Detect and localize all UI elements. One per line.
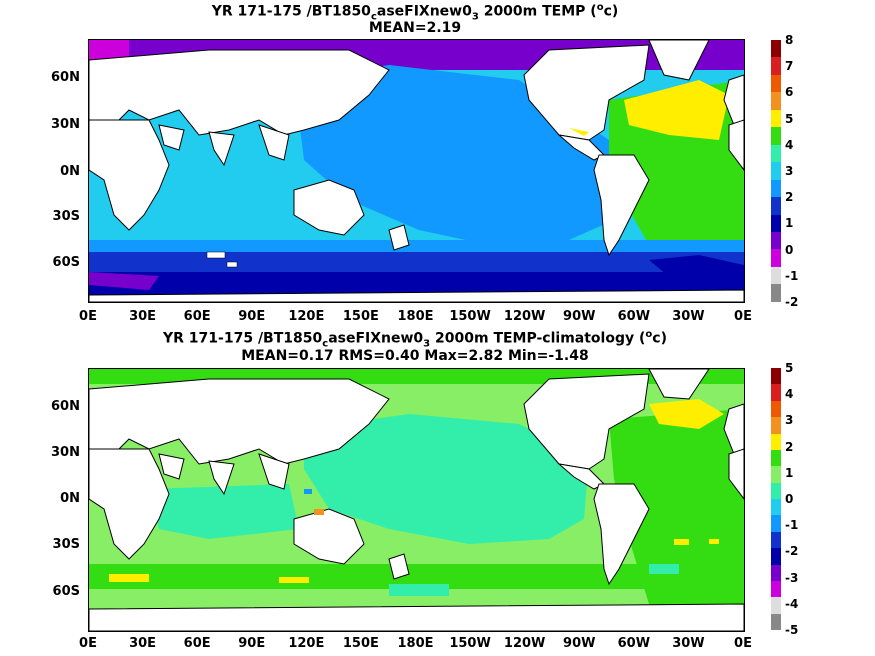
panel1-colorbar-segment [771, 231, 781, 250]
panel2-colorbar-segment [771, 417, 781, 434]
panel2-lon-label: 180E [397, 636, 434, 651]
panel1-lon-label: 60W [617, 309, 651, 324]
panel2-colorbar-segment [771, 466, 781, 483]
panel1-colorbar-label: -1 [785, 268, 799, 283]
panel2-colorbar-label: -2 [785, 544, 799, 559]
panel2-lon-label: 90E [238, 636, 266, 651]
panel2-colorbar-segment [771, 368, 781, 385]
panel2-title-line1: YR 171-175 /BT1850caseFIXnew03 2000m TEM… [163, 329, 667, 350]
panel2-lat-label-60n: 60N [51, 399, 80, 414]
panel2-colorbar-segment [771, 400, 781, 418]
panel2-colorbar-segment [771, 384, 781, 401]
panel1-colorbar-label: 4 [785, 137, 794, 152]
panel1-lat-label-60n: 60N [51, 70, 80, 85]
panel2-colorbar-segment [771, 548, 781, 565]
panel1-colorbar-segment [771, 284, 781, 302]
panel2-lon-label: 30E [129, 636, 157, 651]
panel1-lon-label: 120E [288, 309, 325, 324]
panel2-lon-label: 60W [617, 636, 651, 651]
panel2-colorbar-label: 3 [785, 413, 794, 428]
panel1-lon-label: 30W [672, 309, 705, 324]
panel1-lon-label: 120W [503, 309, 546, 324]
panel2-lon-label: 120W [503, 636, 546, 651]
panel2-colorbar-label: 0 [785, 492, 794, 506]
panel2-lon-label: 30W [672, 636, 705, 651]
panel1-colorbar-label: 1 [785, 216, 794, 231]
panel1-lat-label-30s: 30S [52, 209, 80, 224]
panel1-colorbar-segment [771, 109, 781, 128]
panel2-colorbar-segment [771, 597, 781, 614]
panel1-lon-label: 0E [79, 309, 97, 324]
panel2-lon-label: 150W [449, 636, 491, 651]
panel1-lon-label: 90W [563, 309, 596, 324]
panel1-colorbar-segment [771, 92, 781, 110]
panel1-title-line1: YR 171-175 /BT1850caseFIXnew03 2000m TEM… [211, 2, 619, 23]
panel1-lat-label-30n: 30N [51, 117, 80, 132]
panel1-colorbar-label: 8 [785, 33, 794, 47]
panel2-title-line2: MEAN=0.17 RMS=0.40 Max=2.82 Min=-1.48 [241, 348, 589, 364]
panel1-colorbar-segment [771, 40, 781, 58]
panel1-colorbar-label: 3 [785, 164, 794, 178]
panel2-lon-label: 0E [79, 636, 97, 651]
panel2-colorbar-segment [771, 482, 781, 499]
panel1-colorbar-segment [771, 162, 781, 180]
panel1-colorbar-label: 6 [785, 85, 794, 100]
panel1-colorbar-segment [771, 214, 781, 232]
panel1-colorbar-segment [771, 249, 781, 267]
panel2-colorbar-segment [771, 449, 781, 467]
panel2-lon-label: 90W [563, 636, 596, 651]
panel2-colorbar-label: 1 [785, 465, 794, 480]
panel1-colorbar-label: 7 [785, 59, 794, 74]
panel2-lat-label-30s: 30S [52, 537, 80, 552]
panel2-lat-label-0n: 0N [60, 491, 80, 506]
panel1-colorbar-label: -2 [785, 295, 799, 309]
panel1-colorbar [771, 40, 781, 302]
panel1-colorbar-segment [771, 197, 781, 215]
panel1-map [88, 39, 745, 303]
panel2-lat-label-30n: 30N [51, 445, 80, 460]
panel2-colorbar-segment [771, 564, 781, 581]
panel2-colorbar-segment [771, 499, 781, 516]
panel1-colorbar-segment [771, 144, 781, 163]
panel2-colorbar-label: -3 [785, 570, 799, 585]
panel1-colorbar-label: 0 [785, 242, 794, 257]
panel2-map [88, 368, 745, 632]
panel1-lon-label: 150E [342, 309, 379, 324]
panel2-colorbar-label: 4 [785, 387, 794, 402]
panel2-colorbar-segment [771, 531, 781, 549]
panel2-lon-label: 0E [734, 636, 752, 651]
panel2-lat-label-60s: 60S [52, 584, 80, 599]
panel2-colorbar-segment [771, 580, 781, 598]
panel2-colorbar-label: -4 [785, 596, 799, 611]
panel2-colorbar-label: -1 [785, 518, 799, 533]
panel1-lon-label: 150W [449, 309, 491, 324]
panel1-lon-label: 0E [734, 309, 752, 324]
panel1-colorbar-segment [771, 179, 781, 198]
panel1-lat-label-60s: 60S [52, 255, 80, 270]
panel1-colorbar-label: 2 [785, 190, 794, 205]
panel1-lon-label: 180E [397, 309, 434, 324]
panel1-lon-label: 60E [183, 309, 211, 324]
panel1-colorbar-segment [771, 57, 781, 75]
panel1-title-line2: MEAN=2.19 [368, 20, 462, 36]
panel2-colorbar-label: 2 [785, 439, 794, 454]
panel2-colorbar-segment [771, 433, 781, 450]
panel2-colorbar-label: -5 [785, 623, 799, 637]
panel2-lon-label: 150E [342, 636, 379, 651]
panel1-colorbar-segment [771, 74, 781, 93]
panel2-lon-label: 60E [183, 636, 211, 651]
panel2-colorbar [771, 368, 781, 630]
panel1-colorbar-label: 5 [785, 111, 794, 126]
panel2-lon-label: 120E [288, 636, 325, 651]
panel2-colorbar-segment [771, 515, 781, 532]
panel1-lon-label: 30E [129, 309, 157, 324]
panel2-colorbar-label: 5 [785, 361, 794, 375]
panel1-colorbar-segment [771, 266, 781, 285]
panel2-colorbar-segment [771, 613, 781, 630]
panel1-colorbar-segment [771, 127, 781, 145]
panel1-lon-label: 90E [238, 309, 266, 324]
panel1-lat-label-0n: 0N [60, 164, 80, 179]
